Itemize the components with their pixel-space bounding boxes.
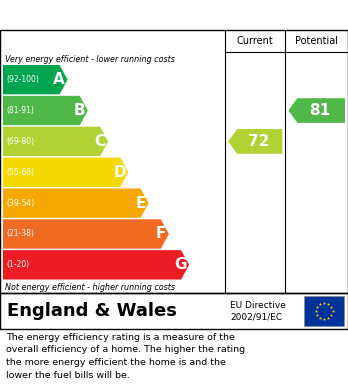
Text: Very energy efficient - lower running costs: Very energy efficient - lower running co…	[5, 55, 175, 64]
Text: (69-80): (69-80)	[6, 137, 34, 146]
Text: C: C	[95, 134, 106, 149]
Polygon shape	[3, 250, 189, 280]
Polygon shape	[3, 96, 88, 125]
Text: 72: 72	[247, 134, 269, 149]
Text: Not energy efficient - higher running costs: Not energy efficient - higher running co…	[5, 283, 175, 292]
Text: B: B	[74, 103, 85, 118]
Text: G: G	[174, 257, 187, 272]
Text: England & Wales: England & Wales	[7, 302, 177, 320]
Text: (21-38): (21-38)	[6, 230, 34, 239]
Polygon shape	[288, 98, 345, 123]
Text: 81: 81	[309, 103, 330, 118]
Text: (81-91): (81-91)	[6, 106, 34, 115]
Bar	[304, 296, 344, 326]
Text: (55-68): (55-68)	[6, 168, 34, 177]
Polygon shape	[3, 127, 108, 156]
Text: (1-20): (1-20)	[6, 260, 29, 269]
Text: E: E	[136, 196, 146, 211]
Polygon shape	[3, 188, 149, 218]
Text: A: A	[53, 72, 65, 87]
Text: EU Directive
2002/91/EC: EU Directive 2002/91/EC	[230, 301, 286, 321]
Text: Current: Current	[237, 36, 274, 46]
Text: Potential: Potential	[295, 36, 338, 46]
Polygon shape	[3, 219, 169, 249]
Text: The energy efficiency rating is a measure of the
overall efficiency of a home. T: The energy efficiency rating is a measur…	[6, 333, 245, 380]
Text: F: F	[156, 226, 166, 242]
Text: D: D	[113, 165, 126, 180]
Polygon shape	[228, 129, 282, 154]
Polygon shape	[3, 158, 128, 187]
Text: (39-54): (39-54)	[6, 199, 34, 208]
Text: (92-100): (92-100)	[6, 75, 39, 84]
Polygon shape	[3, 65, 68, 94]
Text: Energy Efficiency Rating: Energy Efficiency Rating	[8, 7, 218, 23]
